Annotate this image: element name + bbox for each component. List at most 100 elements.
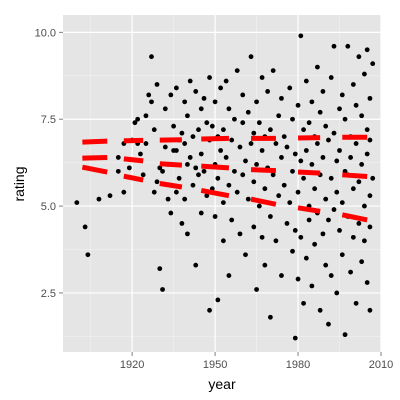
data-point — [251, 224, 257, 230]
data-point — [312, 241, 318, 247]
data-point — [284, 221, 290, 226]
data-point — [157, 165, 163, 171]
data-point — [353, 300, 359, 306]
data-point — [345, 43, 351, 49]
data-point — [270, 172, 276, 178]
data-point — [323, 196, 329, 202]
major-gridlines — [63, 15, 382, 352]
data-point — [223, 155, 229, 160]
data-point — [173, 148, 179, 153]
data-point — [179, 221, 185, 226]
data-point — [234, 68, 240, 73]
data-point — [350, 82, 356, 87]
data-point — [168, 92, 174, 98]
data-point — [223, 78, 229, 84]
data-point — [317, 307, 323, 313]
data-point — [320, 89, 326, 94]
data-point — [303, 78, 309, 84]
data-point — [326, 137, 331, 143]
data-point — [290, 168, 295, 174]
data-point — [309, 161, 315, 167]
data-point — [339, 92, 345, 98]
data-point — [218, 148, 224, 153]
data-point — [85, 252, 91, 258]
data-point — [160, 287, 165, 292]
data-point — [243, 158, 248, 164]
data-point — [171, 123, 177, 129]
y-axis-ticks: 2.5 5.0 7.5 10.0 — [35, 27, 63, 300]
data-point — [190, 182, 196, 188]
quantile-line-segment-3 — [200, 187, 230, 199]
data-point — [287, 85, 293, 91]
data-point — [149, 99, 154, 105]
data-point — [359, 161, 365, 167]
data-point — [198, 151, 204, 157]
data-point — [187, 78, 193, 84]
data-point — [140, 172, 146, 178]
data-point — [173, 189, 179, 195]
data-point — [295, 189, 301, 195]
quantile-line-segment-3 — [123, 173, 144, 183]
data-point — [290, 248, 295, 254]
data-point — [259, 234, 265, 240]
data-point — [284, 144, 290, 150]
data-point — [146, 92, 152, 98]
data-point — [290, 116, 295, 122]
data-point — [362, 238, 367, 244]
plot-panel — [63, 15, 381, 352]
data-point — [245, 196, 251, 202]
data-points — [74, 33, 376, 341]
data-point — [151, 127, 157, 133]
data-point — [287, 200, 293, 206]
quantile-line-segment-2 — [201, 163, 230, 171]
data-point — [362, 71, 367, 77]
data-point — [295, 102, 301, 108]
quantile-lines — [81, 134, 368, 223]
data-point — [115, 155, 121, 160]
data-point — [149, 54, 154, 60]
data-point — [276, 193, 282, 199]
y-tick-label: 7.5 — [41, 114, 56, 126]
data-point — [348, 155, 353, 160]
data-point — [165, 196, 171, 202]
data-point — [204, 193, 210, 199]
data-point — [121, 189, 127, 195]
data-point — [342, 332, 348, 338]
data-point — [251, 179, 257, 185]
data-point — [331, 207, 337, 212]
data-point — [303, 148, 309, 153]
data-point — [301, 175, 306, 181]
data-point — [173, 85, 179, 91]
data-point — [356, 221, 362, 226]
data-point — [248, 141, 254, 146]
data-point — [212, 214, 218, 219]
data-point — [281, 134, 287, 139]
data-point — [303, 255, 309, 261]
data-point — [143, 113, 149, 119]
data-point — [267, 127, 273, 133]
quantile-line-segment-3 — [341, 212, 368, 223]
data-point — [326, 217, 331, 223]
minor-gridlines — [63, 15, 381, 352]
quantile-line-segment-3 — [81, 164, 108, 175]
data-point — [356, 54, 362, 60]
data-point — [356, 179, 362, 185]
data-point — [370, 61, 376, 67]
data-point — [229, 217, 235, 223]
quantile-line-segment-2 — [159, 161, 183, 168]
data-point — [339, 200, 345, 206]
data-point — [232, 116, 237, 122]
x-tick-label: 1980 — [286, 359, 310, 371]
data-point — [187, 155, 193, 160]
data-point — [298, 234, 304, 240]
data-point — [160, 168, 165, 174]
data-point — [220, 127, 226, 133]
data-point — [364, 151, 370, 157]
data-point — [229, 137, 235, 143]
data-point — [292, 151, 298, 157]
data-point — [353, 141, 359, 146]
data-point — [370, 175, 376, 181]
data-point — [115, 168, 121, 174]
data-point — [267, 314, 273, 320]
